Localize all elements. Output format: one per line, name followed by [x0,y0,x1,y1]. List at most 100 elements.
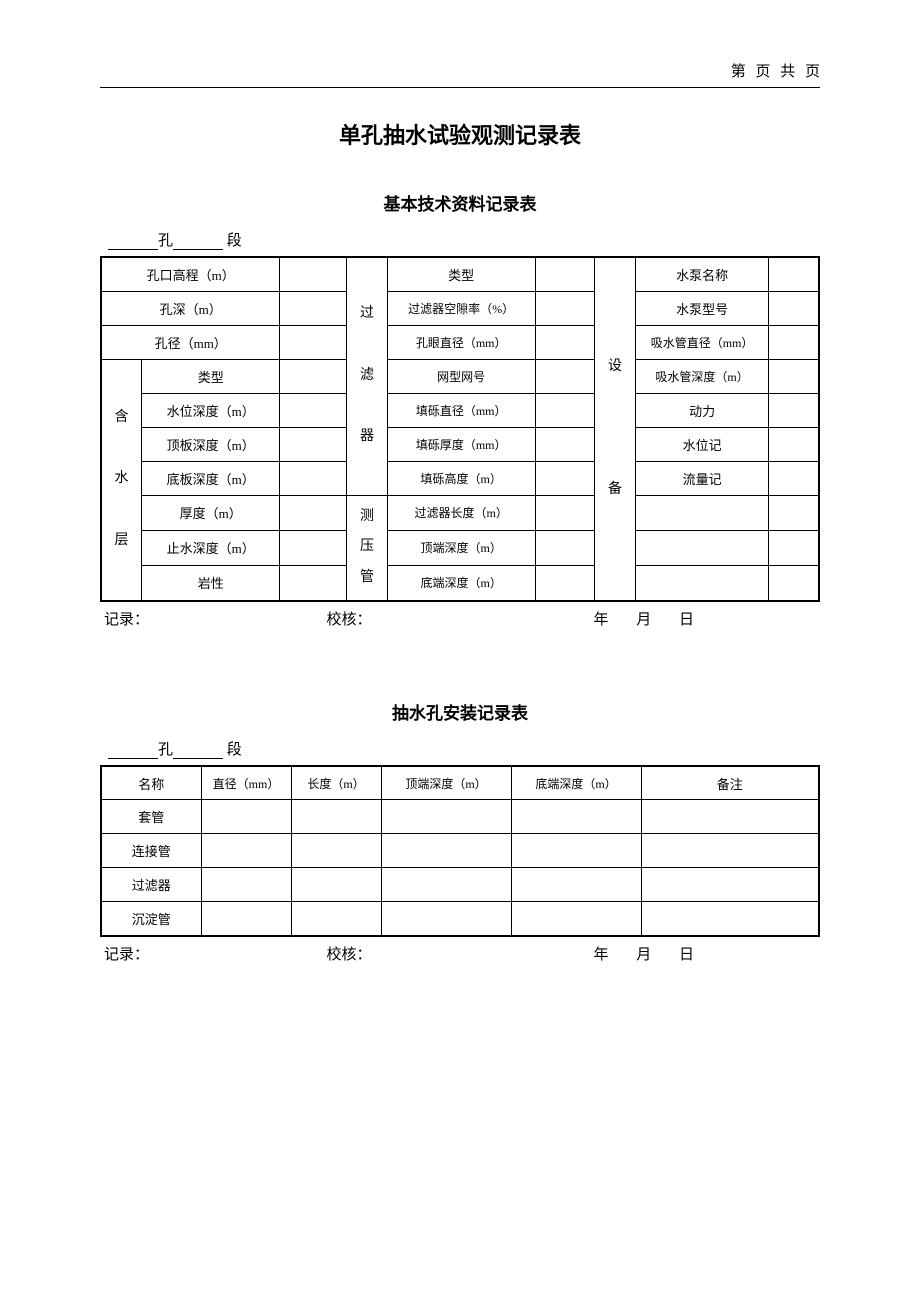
hole-blank[interactable] [108,743,158,759]
section2-hole-segment: 孔 段 [100,738,820,759]
cell-value[interactable] [291,902,381,936]
cell-value[interactable] [511,834,641,868]
cell-value[interactable] [280,461,347,495]
cell-value[interactable] [641,902,819,936]
cell-value[interactable] [381,834,511,868]
cell-value[interactable] [201,834,291,868]
cell-label: 水泵型号 [635,291,769,325]
cell-label: 孔深（m） [101,291,280,325]
footer-check: 校核： [327,608,594,629]
cell-label: 岩性 [142,566,280,601]
cell-label: 填砾高度（m） [387,461,535,495]
cell-label: 过滤器空隙率（%） [387,291,535,325]
cell-label: 流量记 [635,461,769,495]
cell-value[interactable] [280,393,347,427]
cell-value[interactable] [769,359,819,393]
cell-value[interactable] [769,325,819,359]
cell-value[interactable] [291,800,381,834]
col-header: 直径（mm） [201,766,291,800]
hole-label: 孔 [158,742,173,758]
table-row: 连接管 [101,834,819,868]
cell-value[interactable] [535,427,595,461]
col-header: 底端深度（m） [511,766,641,800]
footer-record: 记录： [104,608,327,629]
cell-value[interactable] [535,566,595,601]
cell-value[interactable] [535,530,595,565]
col-header: 长度（m） [291,766,381,800]
cell-label: 孔口高程（m） [101,257,280,291]
cell-value[interactable] [535,461,595,495]
cell-value[interactable] [511,800,641,834]
cell-value[interactable] [535,393,595,427]
cell-value[interactable] [641,834,819,868]
table-row: 套管 [101,800,819,834]
table-row: 底板深度（m） 填砾高度（m） 流量记 [101,461,819,495]
cell-value[interactable] [769,495,819,530]
cell-label: 类型 [142,359,280,393]
cell-label: 底端深度（m） [387,566,535,601]
section1-hole-segment: 孔 段 [100,229,820,250]
cell-value[interactable] [769,566,819,601]
cell-value[interactable] [291,868,381,902]
segment-label: 段 [227,233,242,249]
col-header: 顶端深度（m） [381,766,511,800]
table-section2: 名称 直径（mm） 长度（m） 顶端深度（m） 底端深度（m） 备注 套管 连接… [100,765,820,937]
segment-blank[interactable] [173,743,223,759]
cell-value[interactable] [381,800,511,834]
segment-label: 段 [227,742,242,758]
table-row: 孔径（mm） 孔眼直径（mm） 吸水管直径（mm） [101,325,819,359]
cell-label: 吸水管直径（mm） [635,325,769,359]
table-row: 沉淀管 [101,902,819,936]
cell-label: 水位记 [635,427,769,461]
cell-value[interactable] [280,325,347,359]
cell-value[interactable] [381,868,511,902]
cell-value[interactable] [291,834,381,868]
cell-value[interactable] [769,427,819,461]
cell-value[interactable] [201,800,291,834]
cell-label [635,495,769,530]
footer-date: 年 月 日 [594,943,817,964]
cell-value[interactable] [641,868,819,902]
cell-value[interactable] [280,291,347,325]
cell-value[interactable] [535,291,595,325]
cell-label: 填砾直径（mm） [387,393,535,427]
cell-label: 过滤器长度（m） [387,495,535,530]
cell-value[interactable] [535,359,595,393]
cell-value[interactable] [280,427,347,461]
col-header: 名称 [101,766,201,800]
table-row: 厚度（m） 测压管 过滤器长度（m） [101,495,819,530]
hole-blank[interactable] [108,234,158,250]
page-number-header: 第 页 共 页 [100,60,820,85]
cell-value[interactable] [280,495,347,530]
cell-value[interactable] [511,902,641,936]
table-row: 孔深（m） 过滤器空隙率（%） 水泵型号 [101,291,819,325]
section1-footer: 记录： 校核： 年 月 日 [100,608,820,629]
row-header: 套管 [101,800,201,834]
table-row: 名称 直径（mm） 长度（m） 顶端深度（m） 底端深度（m） 备注 [101,766,819,800]
cell-value[interactable] [769,530,819,565]
table-row: 顶板深度（m） 填砾厚度（mm） 水位记 [101,427,819,461]
cell-value[interactable] [280,566,347,601]
cell-value[interactable] [381,902,511,936]
cell-label: 吸水管深度（m） [635,359,769,393]
cell-value[interactable] [769,291,819,325]
row-header: 沉淀管 [101,902,201,936]
cell-value[interactable] [535,257,595,291]
cell-value[interactable] [769,257,819,291]
cell-label [635,566,769,601]
cell-value[interactable] [511,868,641,902]
segment-blank[interactable] [173,234,223,250]
col-header: 备注 [641,766,819,800]
cell-value[interactable] [535,495,595,530]
footer-date: 年 月 日 [594,608,817,629]
cell-value[interactable] [201,902,291,936]
cell-value[interactable] [769,461,819,495]
cell-value[interactable] [769,393,819,427]
cell-value[interactable] [535,325,595,359]
cell-value[interactable] [280,530,347,565]
hole-label: 孔 [158,233,173,249]
cell-value[interactable] [280,359,347,393]
cell-value[interactable] [641,800,819,834]
cell-value[interactable] [201,868,291,902]
cell-value[interactable] [280,257,347,291]
